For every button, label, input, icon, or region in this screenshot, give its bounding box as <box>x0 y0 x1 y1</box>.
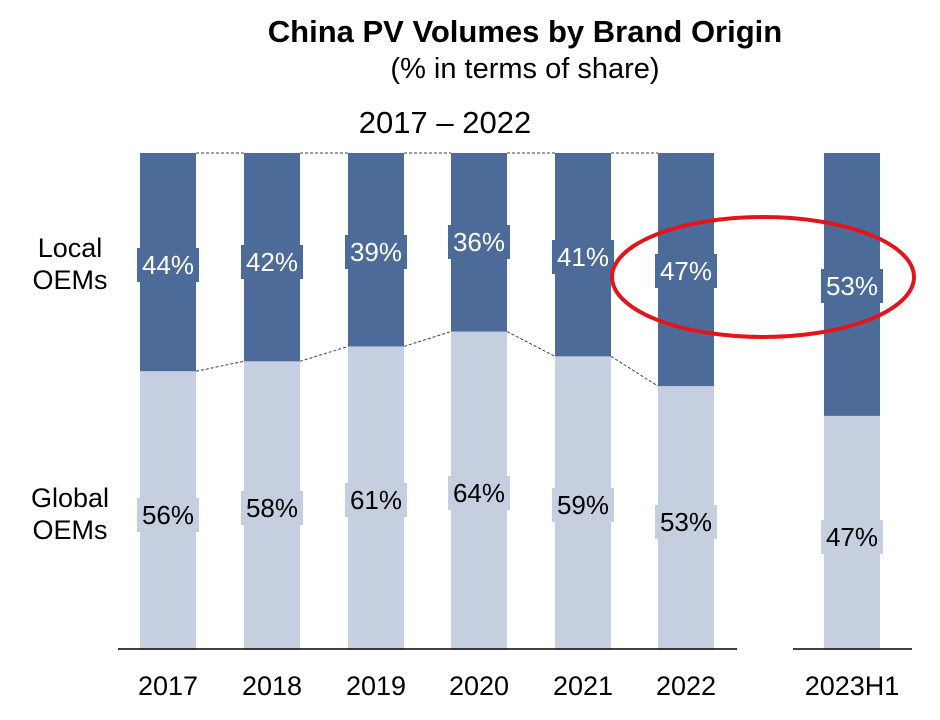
connector-split-2020 <box>506 331 556 357</box>
data-label-global-2022-box <box>655 505 717 539</box>
x-tick-label-2020: 2020 <box>449 671 509 701</box>
data-label-local-2019: 39% <box>350 237 402 267</box>
data-label-global-2021: 59% <box>557 490 609 520</box>
data-label-local-2021: 41% <box>557 242 609 272</box>
period-label: 2017 – 2022 <box>358 105 532 140</box>
legend-label-global-oems: Global OEMs <box>30 483 110 545</box>
data-label-global-2017-box <box>137 498 199 532</box>
x-tick-label-2019: 2019 <box>346 671 406 701</box>
data-label-local-2020-box <box>448 225 510 259</box>
chart-title: China PV Volumes by Brand Origin <box>267 14 783 49</box>
x-tick-label-2023H1: 2023H1 <box>805 671 900 701</box>
data-label-global-2017: 56% <box>142 500 194 530</box>
connector-split-2019 <box>403 331 452 347</box>
data-label-global-2020-box <box>448 476 510 510</box>
data-label-local-2019-box <box>345 235 407 269</box>
data-label-local-2020: 36% <box>453 227 505 257</box>
data-label-local-2017-box <box>137 248 199 282</box>
x-tick-label-2021: 2021 <box>553 671 613 701</box>
data-label-local-2022-box <box>655 254 717 288</box>
data-label-local-2022: 47% <box>660 256 712 286</box>
x-tick-label-2017: 2017 <box>138 671 198 701</box>
x-tick-label-2018: 2018 <box>242 671 302 701</box>
data-label-local-2018-box <box>241 245 303 279</box>
connector-split-2018 <box>299 345 349 362</box>
chart-subtitle: (% in terms of share) <box>390 53 660 85</box>
data-label-global-2023H1: 47% <box>826 522 878 552</box>
data-label-local-2018: 42% <box>246 247 298 277</box>
data-label-global-2021-box <box>552 488 614 522</box>
x-tick-label-2022: 2022 <box>656 671 716 701</box>
data-label-global-2020: 64% <box>453 478 505 508</box>
data-label-local-2023H1-box <box>821 269 883 303</box>
data-label-global-2018-box <box>241 491 303 525</box>
connector-split-2017 <box>195 360 245 372</box>
data-label-local-2021-box <box>552 240 614 274</box>
data-label-global-2018: 58% <box>246 493 298 523</box>
data-label-global-2023H1-box <box>821 520 883 554</box>
data-label-global-2022: 53% <box>660 507 712 537</box>
data-label-global-2019-box <box>345 483 407 517</box>
data-label-local-2017: 44% <box>142 250 194 280</box>
legend-label-local-oems: Local OEMs <box>32 233 108 295</box>
data-label-local-2023H1: 53% <box>826 271 878 301</box>
connector-split-2021 <box>610 355 659 387</box>
highlight-ellipse <box>610 215 916 339</box>
data-label-global-2019: 61% <box>350 485 402 515</box>
